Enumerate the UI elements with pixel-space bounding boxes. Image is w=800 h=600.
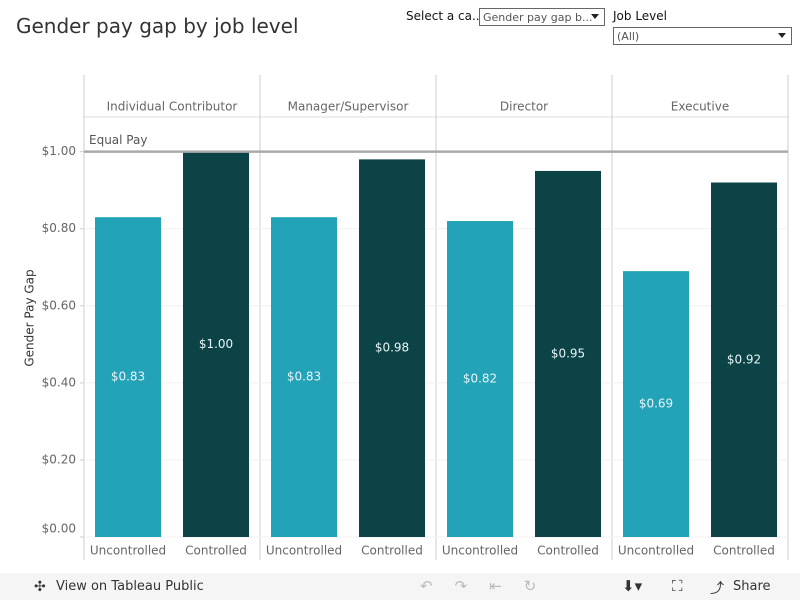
bar	[359, 159, 425, 537]
fullscreen-icon[interactable]: ⛶	[672, 577, 683, 595]
y-axis-label: Gender Pay Gap	[23, 269, 37, 366]
dashboard-title: Gender pay gap by job level	[16, 14, 299, 38]
filter-label: Select a ca...	[406, 9, 484, 23]
value-label: $0.83	[287, 370, 321, 384]
bar	[623, 271, 689, 537]
x-tick-label: Uncontrolled	[618, 544, 694, 558]
value-label: $0.98	[375, 341, 409, 355]
value-label: $0.83	[111, 370, 145, 384]
bar	[535, 170, 601, 538]
x-tick-label: Controlled	[713, 544, 775, 558]
value-label: $0.92	[727, 352, 761, 366]
x-tick-label: Uncontrolled	[442, 544, 518, 558]
tableau-icon: ✣	[34, 579, 46, 595]
x-tick-label: Controlled	[361, 544, 423, 558]
bar	[271, 217, 337, 538]
panel-header: Executive	[671, 100, 729, 114]
value-label: $0.95	[551, 346, 585, 360]
reference-label: Equal Pay	[89, 133, 147, 147]
y-tick-label: $0.00	[42, 522, 76, 536]
dropdown[interactable]: (All)	[613, 27, 792, 45]
value-label: $0.82	[463, 372, 497, 386]
panel-header: Manager/Supervisor	[288, 100, 409, 114]
share-button[interactable]: Share	[733, 579, 771, 594]
y-tick-label: $0.20	[42, 452, 76, 466]
y-tick-label: $1.00	[42, 144, 76, 158]
y-tick-label: $0.60	[42, 298, 76, 312]
bar	[95, 217, 161, 538]
y-tick-label: $0.40	[42, 375, 76, 389]
x-tick-label: Uncontrolled	[90, 544, 166, 558]
chart: $0.00 $0.20 $0.40 $0.60 $0.80 $1.00 Gender Pay…	[23, 75, 789, 560]
value-label: $0.69	[639, 397, 673, 411]
value-label: $1.00	[199, 337, 233, 351]
x-tick-label: Controlled	[185, 544, 247, 558]
x-tick-label: Controlled	[537, 544, 599, 558]
bar	[711, 182, 777, 538]
share-icon: ⤴	[710, 581, 724, 597]
dropdown[interactable]: Gender pay gap b...	[479, 8, 605, 26]
filter-label: Job Level	[613, 9, 667, 23]
undo-redo-icons: ↶↷⇤↻	[420, 577, 559, 595]
x-tick-label: Uncontrolled	[266, 544, 342, 558]
y-tick-label: $0.80	[42, 221, 76, 235]
toolbar: ✣ View on Tableau Public ↶↷⇤↻ ⬇▾ ⛶ ⤴ Sha…	[0, 573, 800, 600]
panel-header: Individual Contributor	[107, 100, 238, 114]
download-icon[interactable]: ⬇▾	[622, 577, 643, 595]
bar	[447, 221, 513, 538]
view-link[interactable]: View on Tableau Public	[56, 579, 204, 594]
bar	[183, 151, 249, 537]
panel-header: Director	[500, 100, 548, 114]
